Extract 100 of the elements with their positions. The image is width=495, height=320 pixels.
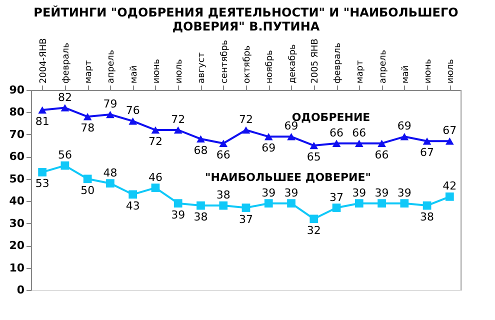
x-tick-label: 2005 ЯНВ: [310, 38, 320, 84]
point: [378, 140, 386, 147]
y-tick-label: 40: [9, 194, 25, 208]
y-tick-label: 30: [9, 216, 25, 230]
series-label: "НАИБОЛЬШЕЕ ДОВЕРИЕ": [205, 171, 371, 184]
data-label: 68: [194, 144, 208, 157]
point: [422, 201, 432, 210]
data-label: 79: [103, 97, 118, 110]
point: [174, 126, 182, 134]
data-label: 50: [80, 184, 95, 197]
data-label: 81: [35, 115, 50, 128]
data-label: 39: [374, 186, 389, 200]
data-label: 72: [148, 135, 162, 148]
point: [354, 199, 364, 208]
point: [332, 204, 341, 212]
x-tick-label: июль: [446, 59, 456, 84]
data-label: 37: [330, 190, 344, 204]
point: [196, 201, 205, 210]
point: [354, 140, 364, 147]
point: [174, 199, 182, 208]
y-tick-label: 10: [9, 261, 25, 274]
chart-title: РЕЙТИНГИ "ОДОБРЕНИЯ ДЕЯТЕЛЬНОСТИ" И "НАИБОЛЬШЕГО ДОВЕРИЯ" В.ПУТИНА: [34, 4, 458, 34]
point: [332, 140, 341, 147]
point: [151, 126, 160, 134]
x-tick-label: декабрь: [288, 44, 298, 84]
data-label: 39: [284, 186, 298, 200]
data-label: 76: [126, 104, 140, 118]
point: [446, 192, 454, 201]
point: [264, 199, 273, 208]
data-label: 72: [171, 113, 186, 126]
point: [264, 133, 273, 140]
data-label: 78: [80, 122, 95, 135]
data-label: 65: [306, 150, 321, 164]
point: [287, 133, 296, 140]
point: [310, 214, 318, 224]
y-tick-label: 0: [16, 284, 25, 296]
x-tick-label: июнь: [424, 58, 434, 84]
x-tick-label: август: [197, 52, 208, 84]
y-tick-label: 50: [9, 172, 25, 186]
x-tick-label: 2004-ЯНВ: [38, 38, 49, 84]
point: [60, 104, 70, 112]
data-label: 69: [262, 142, 276, 155]
x-tick-label: апрель: [378, 50, 388, 84]
data-label: 69: [397, 120, 412, 133]
point: [106, 110, 114, 118]
point: [378, 199, 386, 208]
data-label: 32: [306, 224, 321, 237]
point: [106, 179, 114, 188]
data-label: 67: [442, 124, 457, 138]
x-tick-label: май: [129, 65, 140, 84]
point: [400, 133, 409, 140]
point: [400, 199, 409, 208]
data-label: 56: [58, 148, 72, 162]
x-tick-label: февраль: [333, 42, 344, 84]
data-label: 38: [216, 188, 230, 202]
point: [83, 174, 92, 184]
y-tick-label: 90: [9, 84, 25, 96]
point: [151, 184, 160, 192]
data-label: 38: [194, 210, 208, 224]
data-label: 66: [216, 148, 230, 162]
x-tick-label: июнь: [152, 58, 162, 84]
y-tick-label: 60: [9, 150, 25, 164]
data-label: 48: [103, 166, 118, 180]
point: [422, 137, 432, 145]
point: [128, 190, 138, 199]
data-label: 37: [239, 212, 253, 226]
y-tick-label: 70: [9, 128, 25, 141]
point: [196, 135, 205, 143]
x-tick-label: апрель: [106, 50, 117, 84]
point: [242, 126, 250, 134]
data-label: 46: [148, 170, 162, 184]
x-tick-label: октябрь: [242, 45, 252, 84]
x-tick-label: июль: [174, 59, 185, 84]
point: [446, 137, 454, 145]
point: [128, 117, 138, 125]
point: [83, 113, 92, 120]
data-label: 39: [352, 186, 366, 200]
point: [242, 204, 250, 212]
point: [38, 106, 46, 114]
point: [219, 201, 228, 210]
data-label: 72: [239, 113, 253, 126]
data-label: 39: [262, 186, 276, 200]
point: [310, 142, 318, 150]
data-label: 43: [126, 199, 140, 212]
data-label: 66: [352, 126, 366, 140]
data-label: 67: [420, 146, 434, 160]
data-label: 39: [171, 208, 186, 222]
data-label: 66: [374, 148, 389, 162]
point: [38, 168, 46, 176]
point: [60, 161, 70, 170]
x-tick-label: февраль: [61, 42, 72, 84]
point: [287, 199, 296, 208]
x-tick-label: ноябрь: [265, 50, 276, 84]
data-label: 38: [420, 210, 434, 224]
x-tick-label: март: [356, 60, 366, 84]
x-tick-label: март: [84, 60, 94, 84]
data-label: 39: [397, 186, 412, 200]
data-label: 66: [330, 126, 344, 140]
data-label: 42: [442, 180, 457, 193]
data-label: 82: [58, 90, 72, 104]
